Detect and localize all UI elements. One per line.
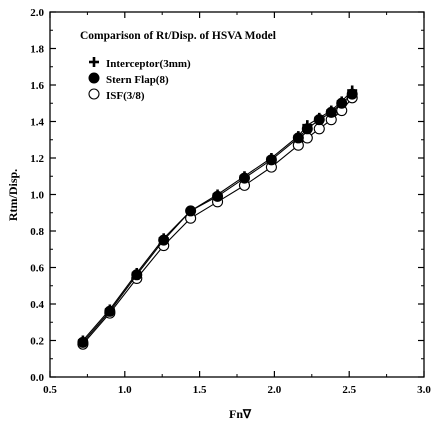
y-tick-label: 0.2 xyxy=(30,336,44,348)
legend-symbol-open-circle xyxy=(88,88,100,100)
x-tick-label: 1.0 xyxy=(118,384,132,396)
legend-item-interceptor: Interceptor(3mm) xyxy=(89,57,191,70)
data-point-filled-circle xyxy=(212,190,224,202)
data-point-open-circle xyxy=(313,123,325,135)
y-tick-label: 0.8 xyxy=(30,226,44,238)
y-tick-label: 0.6 xyxy=(30,263,44,275)
data-point-filled-circle xyxy=(265,154,277,166)
tick-marks xyxy=(49,11,425,378)
data-point-filled-circle xyxy=(158,234,170,246)
x-tick-label: 2.0 xyxy=(268,384,282,396)
legend-symbol-filled-circle xyxy=(88,72,100,84)
chart-title: Comparison of Rt/Disp. of HSVA Model xyxy=(80,30,276,42)
x-tick-label: 2.5 xyxy=(342,384,356,396)
y-tick-label: 0.0 xyxy=(30,372,44,384)
legend-item-isf: ISF(3/8) xyxy=(88,88,145,102)
legend-label-interceptor: Interceptor(3mm) xyxy=(106,58,191,70)
legend-symbol-plus xyxy=(89,57,99,67)
y-tick-label: 0.4 xyxy=(30,299,44,311)
x-tick-labels: 0.5 1.0 1.5 2.0 2.5 3.0 xyxy=(43,384,431,396)
data-point-filled-circle xyxy=(336,97,348,109)
data-point-filled-circle xyxy=(238,172,250,184)
series-open-circle xyxy=(77,92,358,350)
y-tick-label: 1.0 xyxy=(30,190,44,202)
legend: Interceptor(3mm) Stern Flap(8) ISF(3/8) xyxy=(88,57,191,102)
data-point-filled-circle xyxy=(325,106,337,118)
x-tick-label: 1.5 xyxy=(193,384,207,396)
data-point-filled-circle xyxy=(77,336,89,348)
x-tick-label: 3.0 xyxy=(417,384,431,396)
series-plus xyxy=(77,85,358,346)
legend-item-stern-flap: Stern Flap(8) xyxy=(88,72,169,86)
series-layer xyxy=(77,85,358,350)
legend-marker-open-circle xyxy=(88,88,100,100)
legend-label-isf: ISF(3/8) xyxy=(106,90,145,102)
x-axis-title: Fn∇ xyxy=(229,407,252,421)
y-tick-label: 1.6 xyxy=(30,80,44,92)
legend-marker-plus xyxy=(89,57,99,67)
data-point-filled-circle xyxy=(185,205,197,217)
x-tick-label: 0.5 xyxy=(43,384,57,396)
data-point-filled-circle xyxy=(301,123,313,135)
y-tick-label: 1.2 xyxy=(30,153,44,165)
data-point-filled-circle xyxy=(104,305,116,317)
y-tick-label: 1.8 xyxy=(30,44,44,56)
data-point-filled-circle xyxy=(292,132,304,144)
y-tick-labels: 0.0 0.2 0.4 0.6 0.8 1.0 1.2 1.4 1.6 1.8 2.0 xyxy=(30,7,44,384)
y-axis-title: Rtm/Disp. xyxy=(6,169,20,221)
legend-marker-filled-circle xyxy=(88,72,100,84)
data-point-filled-circle xyxy=(346,88,358,100)
legend-label-stern-flap: Stern Flap(8) xyxy=(106,74,169,86)
y-tick-label: 2.0 xyxy=(30,7,44,19)
data-point-filled-circle xyxy=(313,114,325,126)
y-tick-label: 1.4 xyxy=(30,117,44,129)
data-point-filled-circle xyxy=(131,269,143,281)
series-filled-circle xyxy=(77,88,358,348)
